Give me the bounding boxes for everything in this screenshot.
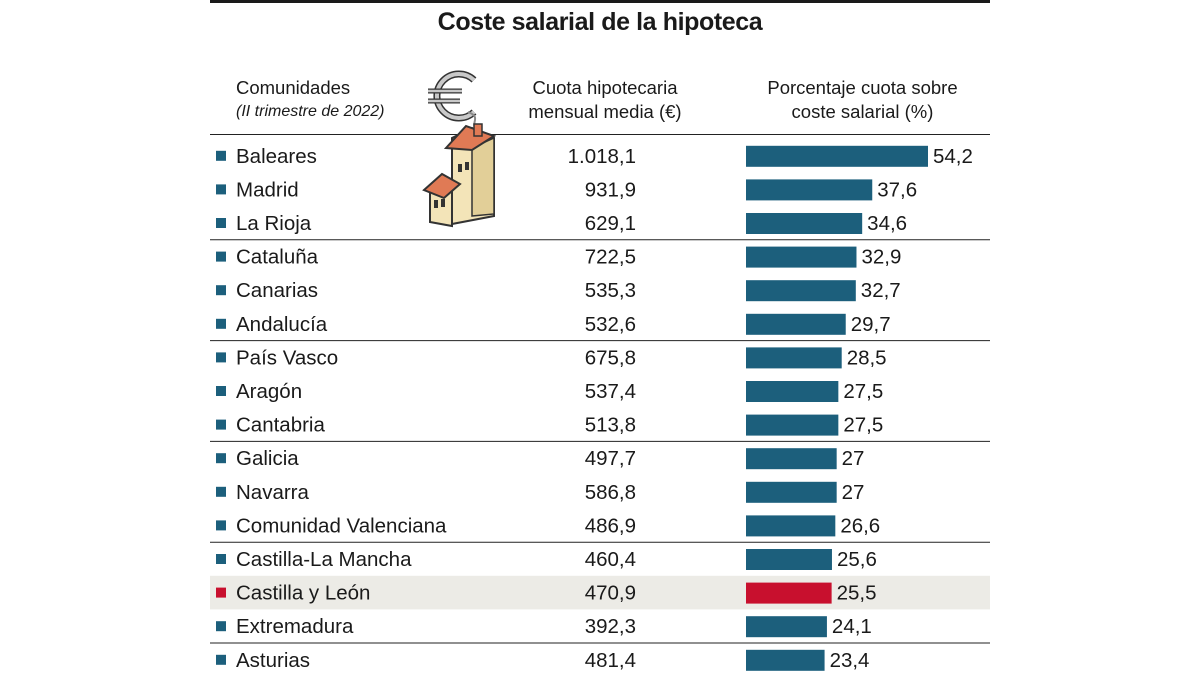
- region-label: Cataluña: [236, 246, 319, 269]
- quota-value: 513,8: [585, 414, 636, 437]
- top-rule: [210, 0, 990, 3]
- row-marker: [216, 318, 226, 329]
- row-marker: [216, 486, 226, 497]
- pct-bar: [746, 549, 832, 570]
- pct-value: 25,5: [837, 582, 877, 605]
- region-label: Canarias: [236, 279, 318, 302]
- row-marker: [216, 621, 226, 632]
- pct-value: 25,6: [837, 548, 877, 571]
- row-marker: [216, 654, 226, 665]
- region-label: Aragón: [236, 380, 302, 403]
- pct-value: 54,2: [933, 145, 973, 168]
- pct-bar: [746, 313, 846, 335]
- quota-value: 470,9: [585, 582, 636, 605]
- quota-value: 931,9: [585, 178, 636, 201]
- pct-value: 26,6: [840, 514, 880, 537]
- region-header-label: Comunidades: [236, 77, 351, 98]
- quota-value: 629,1: [585, 212, 636, 235]
- pct-bar: [746, 213, 863, 234]
- pct-bar: [746, 246, 857, 268]
- row-marker: [216, 554, 226, 564]
- pct-bar: [746, 280, 856, 302]
- pct-value: 29,7: [851, 313, 891, 336]
- pct-value: 37,6: [877, 178, 917, 201]
- pct-value: 32,7: [861, 279, 901, 302]
- chart-title: Coste salarial de la hipoteca: [437, 8, 763, 36]
- pct-header-line2: coste salarial (%): [791, 101, 934, 122]
- pct-bar: [746, 616, 827, 638]
- region-label: Galicia: [236, 447, 299, 470]
- pct-value: 24,1: [832, 615, 872, 638]
- region-label: La Rioja: [236, 212, 312, 235]
- pct-bar: [746, 582, 832, 604]
- pct-bar: [746, 515, 836, 537]
- pct-bar: [746, 381, 839, 402]
- region-column-header: Comunidades (II trimestre de 2022): [236, 76, 385, 124]
- pct-bar: [746, 347, 842, 369]
- pct-bar: [746, 179, 873, 201]
- row-marker: [216, 285, 226, 296]
- quota-column-header: Cuota hipotecaria mensual media (€): [500, 76, 710, 124]
- row-marker: [216, 453, 226, 464]
- row-marker: [216, 184, 226, 195]
- pct-value: 23,4: [830, 649, 870, 672]
- region-label: Castilla y León: [236, 582, 370, 605]
- region-label: Asturias: [236, 649, 310, 672]
- pct-value: 27: [842, 481, 865, 504]
- region-label: Castilla-La Mancha: [236, 548, 412, 571]
- quota-value: 586,8: [585, 481, 636, 504]
- pct-column-header: Porcentaje cuota sobre coste salarial (%…: [745, 76, 980, 124]
- row-marker: [216, 352, 226, 363]
- quota-header-line2: mensual media (€): [528, 101, 682, 122]
- pct-value: 27,5: [843, 380, 883, 403]
- pct-bar: [746, 414, 839, 436]
- quota-value: 675,8: [585, 346, 636, 369]
- pct-bar: [746, 649, 825, 671]
- quota-value: 460,4: [585, 548, 636, 571]
- row-marker: [216, 419, 226, 430]
- row-marker: [216, 587, 226, 598]
- pct-bar: [746, 145, 928, 167]
- quota-value: 481,4: [585, 649, 636, 672]
- quota-value: 722,5: [585, 246, 636, 269]
- quota-value: 1.018,1: [568, 145, 636, 168]
- region-label: Baleares: [236, 145, 317, 168]
- header-rule: [210, 134, 990, 135]
- house-euro-icon: [422, 70, 497, 228]
- pct-value: 28,5: [847, 346, 887, 369]
- pct-bar: [746, 448, 837, 470]
- region-label: Andalucía: [236, 313, 328, 336]
- euro-symbol-icon: [428, 70, 477, 122]
- pct-header-line1: Porcentaje cuota sobre: [767, 77, 958, 98]
- quota-value: 532,6: [585, 313, 636, 336]
- region-label: Navarra: [236, 481, 310, 504]
- quota-value: 392,3: [585, 615, 636, 638]
- row-marker: [216, 150, 226, 161]
- pct-value: 34,6: [867, 212, 907, 235]
- pct-value: 32,9: [861, 246, 901, 269]
- highlight-row-bg: [210, 575, 990, 610]
- quota-value: 535,3: [585, 279, 636, 302]
- pct-value: 27: [842, 447, 865, 470]
- quota-value: 486,9: [585, 514, 636, 537]
- row-marker: [216, 386, 226, 396]
- region-label: Cantabria: [236, 414, 325, 437]
- region-label: Comunidad Valenciana: [236, 514, 447, 537]
- row-marker: [216, 520, 226, 531]
- pct-value: 27,5: [843, 414, 883, 437]
- quota-value: 497,7: [585, 447, 636, 470]
- region-label: Extremadura: [236, 615, 354, 638]
- region-label: Madrid: [236, 178, 299, 201]
- quota-value: 537,4: [585, 380, 636, 403]
- region-label: País Vasco: [236, 346, 338, 369]
- quota-header-line1: Cuota hipotecaria: [532, 77, 678, 98]
- region-header-period: (II trimestre de 2022): [236, 103, 385, 120]
- row-marker: [216, 251, 226, 262]
- pct-bar: [746, 481, 837, 503]
- row-marker: [216, 218, 226, 228]
